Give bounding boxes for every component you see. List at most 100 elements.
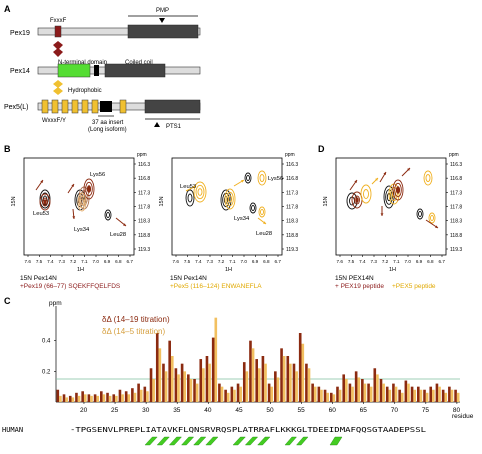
bar-s1-res42 <box>218 383 221 402</box>
shift-arrowhead-icon <box>123 223 126 226</box>
c-x-tick-label: 45 <box>235 407 243 414</box>
bar-s1-res69 <box>385 386 389 402</box>
y-tick-label: 118.3 <box>450 219 462 225</box>
pts1-domain-box <box>144 99 201 114</box>
y-tick-label: 118.3 <box>138 219 150 225</box>
bar-s1-res16 <box>56 389 60 402</box>
bar-s2-res41 <box>214 317 218 402</box>
y-tick-label: 117.3 <box>286 190 298 196</box>
y-tick-label: 116.3 <box>450 162 462 168</box>
c-x-tick-label: 20 <box>80 407 88 414</box>
y-tick-label: 116.8 <box>286 176 298 182</box>
peak-contour <box>416 208 424 220</box>
bar-s2-res52 <box>282 356 286 402</box>
caption-b-right-2: +Pex5 (116–124) ENWANEFLA <box>170 283 262 290</box>
bar-s2-res80 <box>456 392 460 402</box>
bar-s1-res31 <box>149 368 153 402</box>
bar-s2-res44 <box>233 389 236 402</box>
protein-sequence: -TPGSENVLPREPLIATAVKFLQNSRVRQSPLATRRAFLK… <box>70 426 426 434</box>
bar-s2-res50 <box>270 386 274 402</box>
bar-s2-res47 <box>251 348 255 402</box>
bar-s2-res27 <box>127 394 131 402</box>
c-x-tick-label: 80 <box>453 407 461 414</box>
bar-s2-res43 <box>226 392 230 402</box>
insert-label-2: (Long isoform) <box>88 127 127 133</box>
bar-s1-res40 <box>205 356 209 402</box>
y-tick-label: 118.8 <box>138 233 150 239</box>
pex19-motif-label: FxxxF <box>50 18 67 24</box>
bar-s1-res53 <box>286 356 290 402</box>
bar-s2-res57 <box>313 386 317 402</box>
bar-s1-res66 <box>367 383 370 402</box>
peak-contour <box>258 206 266 218</box>
pex14-nterm-label: N-terminal domain <box>58 60 107 66</box>
residue-label: Lys56 <box>268 176 283 182</box>
bar-s2-res34 <box>170 356 174 402</box>
pmp-domain-box <box>127 24 199 39</box>
residue-label: Lys56 <box>90 172 105 178</box>
bar-s2-res63 <box>351 386 354 402</box>
peak-core <box>396 186 400 194</box>
c-x-tick-label: 60 <box>329 407 337 414</box>
bar-s2-res64 <box>357 377 361 402</box>
bar-s2-res35 <box>177 374 180 402</box>
y-tick-label: 116.3 <box>138 162 150 168</box>
y-tick-label: 119.3 <box>286 247 298 253</box>
peak-contour <box>220 189 232 211</box>
shift-arrowhead-icon <box>72 216 76 219</box>
panel-c: C ppm 0.4 0.2 20 25 30 35 40 45 50 55 60 65 70 75 80 δ… <box>2 296 474 446</box>
shift-arrowhead-icon <box>407 168 410 171</box>
bar-s1-res30 <box>143 386 147 402</box>
bar-s2-res61 <box>338 389 342 402</box>
bar-s1-res36 <box>180 363 184 402</box>
pmp-label: PMP <box>156 8 169 14</box>
x-tick-label: 7.5 <box>348 259 355 264</box>
y-axis-label: 15N <box>323 196 329 206</box>
peak-core <box>87 185 91 193</box>
peak-contour <box>354 195 360 205</box>
x-tick-label: 7.5 <box>36 259 43 264</box>
pex5-motif-5 <box>81 99 89 114</box>
bar-s2-res24 <box>108 395 112 402</box>
bar-s2-res72 <box>407 383 410 402</box>
bar-s2-res56 <box>307 368 311 402</box>
bar-s2-res54 <box>295 371 298 402</box>
peak-contour <box>193 181 207 203</box>
peak-contour <box>394 182 402 198</box>
peak-contour <box>226 191 234 207</box>
bar-s2-res78 <box>444 392 448 402</box>
peak-contour <box>428 212 436 224</box>
pex5-name: Pex5(L) <box>4 104 29 111</box>
peak-contour <box>430 215 434 221</box>
caption-b-right-1: 15N Pex14N <box>170 275 207 282</box>
bar-s1-res27 <box>124 391 128 402</box>
shift-arrowhead-icon <box>380 213 384 216</box>
panel-a-letter: A <box>4 4 11 14</box>
x-tick-label: 7.4 <box>195 259 202 264</box>
y-tick-label: 116.8 <box>450 176 462 182</box>
shift-arrowhead-icon <box>241 180 244 183</box>
bar-s2-res23 <box>102 394 106 402</box>
bar-s1-res77 <box>435 383 439 402</box>
peak-contour <box>77 192 87 212</box>
legend-series-1: δΔ (14–19 titration) <box>102 315 170 324</box>
pex5-motif-group <box>41 99 127 114</box>
bar-s1-res18 <box>68 395 72 402</box>
helix-1-turn <box>168 436 182 446</box>
pex5-motif-3 <box>61 99 69 114</box>
x-tick-label: 6.7 <box>439 259 446 264</box>
bar-s1-res56 <box>305 363 308 402</box>
x-axis-label: 1H <box>77 267 84 273</box>
peak-contour <box>83 178 95 200</box>
pex19-bar <box>37 27 201 36</box>
bar-s2-res69 <box>388 389 392 402</box>
residue-label: Lys34 <box>234 216 250 222</box>
peak-contour <box>227 195 233 203</box>
peak-contour <box>251 205 255 211</box>
y-axis-label: 15N <box>11 196 17 206</box>
sequence-species-label: HUMAN <box>2 426 23 434</box>
bar-s1-res45 <box>236 383 240 402</box>
bar-s1-res43 <box>224 389 227 402</box>
bar-s1-res58 <box>317 386 321 402</box>
